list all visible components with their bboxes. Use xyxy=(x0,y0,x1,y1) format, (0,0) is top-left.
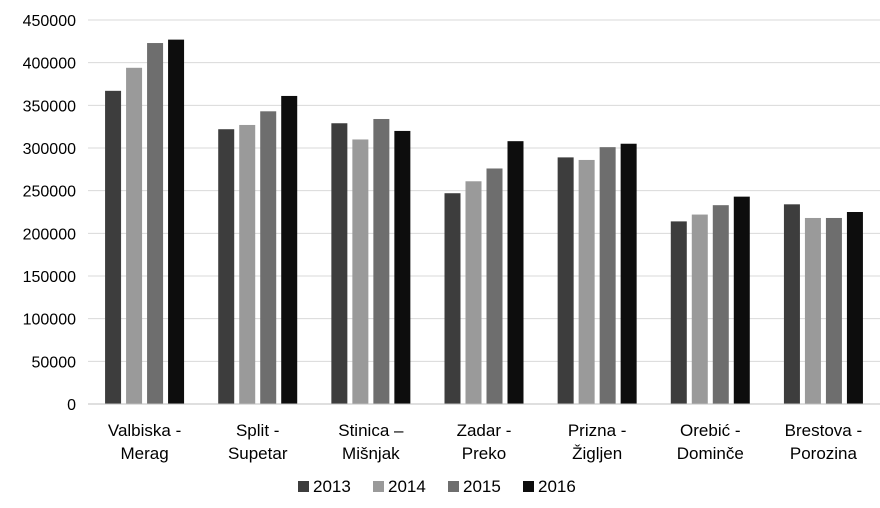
y-tick-label: 350000 xyxy=(23,98,76,115)
y-tick-label: 100000 xyxy=(23,312,76,329)
y-tick-label: 150000 xyxy=(23,269,76,286)
legend-swatch-2015 xyxy=(448,481,459,492)
x-tick-label: Supetar xyxy=(228,444,288,463)
bar-2016-2 xyxy=(394,130,411,404)
y-tick-label: 200000 xyxy=(23,226,76,243)
bar-2016-4 xyxy=(620,143,637,404)
x-tick-label: Prizna - xyxy=(568,421,627,440)
x-tick-label: Stinica – xyxy=(338,421,404,440)
y-tick-label: 450000 xyxy=(23,13,76,30)
bar-2013-0 xyxy=(105,90,122,405)
bar-2015-0 xyxy=(147,43,164,404)
bar-2013-3 xyxy=(444,193,461,404)
y-tick-label: 250000 xyxy=(23,184,76,201)
bar-2015-2 xyxy=(373,118,390,404)
bar-2014-4 xyxy=(578,159,595,404)
legend-label-2013: 2013 xyxy=(313,477,351,496)
bar-2013-1 xyxy=(218,129,235,404)
bar-2016-1 xyxy=(281,95,298,405)
bar-2016-6 xyxy=(846,212,863,404)
x-tick-label: Merag xyxy=(120,444,168,463)
x-tick-label: Dominče xyxy=(677,444,744,463)
legend-label-2015: 2015 xyxy=(463,477,501,496)
bar-2015-5 xyxy=(712,205,729,404)
x-tick-label: Brestova - xyxy=(785,421,862,440)
bar-2013-6 xyxy=(783,204,800,404)
legend-swatch-2014 xyxy=(373,481,384,492)
bar-2015-4 xyxy=(599,147,616,404)
bars xyxy=(105,39,863,405)
bar-2016-0 xyxy=(168,39,185,404)
bar-2015-1 xyxy=(260,111,277,404)
bar-2015-6 xyxy=(825,217,842,404)
bar-2015-3 xyxy=(486,168,503,404)
y-tick-label: 50000 xyxy=(32,354,77,371)
legend-swatch-2013 xyxy=(298,481,309,492)
bar-2013-2 xyxy=(331,123,348,405)
x-tick-label: Preko xyxy=(462,444,506,463)
x-tick-label: Zadar - xyxy=(457,421,512,440)
y-tick-label: 400000 xyxy=(23,56,76,73)
bar-2016-3 xyxy=(507,141,524,404)
bar-2014-6 xyxy=(804,217,821,404)
x-tick-label: Porozina xyxy=(790,444,858,463)
x-tick-label: Orebić - xyxy=(680,421,740,440)
bar-2013-5 xyxy=(670,221,687,404)
x-tick-label: Mišnjak xyxy=(342,444,400,463)
gridlines xyxy=(88,19,880,362)
y-tick-label: 300000 xyxy=(23,141,76,158)
x-tick-label: Valbiska - xyxy=(108,421,181,440)
bar-2016-5 xyxy=(733,196,750,404)
bar-2014-1 xyxy=(239,124,256,405)
legend: 2013 2014 2015 2016 xyxy=(298,477,576,496)
legend-label-2014: 2014 xyxy=(388,477,426,496)
x-tick-label: Žigljen xyxy=(572,444,622,463)
bar-2014-5 xyxy=(691,214,708,404)
y-tick-label: 0 xyxy=(67,397,76,414)
x-axis: Valbiska - Merag Split - Supetar Stinica – Mi… xyxy=(88,403,880,463)
bar-2013-4 xyxy=(557,157,574,404)
bar-2014-2 xyxy=(352,139,369,404)
x-tick-label: Split - xyxy=(236,421,279,440)
y-axis: 0 50000 100000 150000 200000 250000 300000 3500… xyxy=(23,13,76,414)
bar-2014-0 xyxy=(126,67,143,404)
bar-2014-3 xyxy=(465,181,482,404)
legend-swatch-2016 xyxy=(523,481,534,492)
legend-label-2016: 2016 xyxy=(538,477,576,496)
